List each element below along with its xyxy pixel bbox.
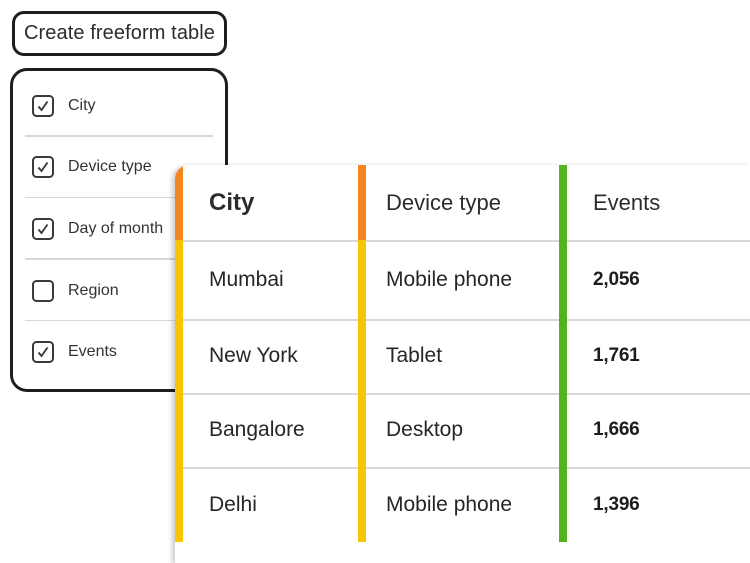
field-picker-item-label: Device type bbox=[68, 158, 152, 176]
row-divider bbox=[175, 319, 750, 321]
column-accent-bar-middle-body bbox=[358, 240, 366, 542]
check-icon bbox=[37, 162, 49, 173]
cell-events: 1,761 bbox=[593, 345, 640, 366]
checkbox-icon[interactable] bbox=[32, 156, 54, 179]
check-icon bbox=[37, 223, 49, 235]
field-picker-item-label: Events bbox=[68, 343, 117, 361]
cell-city: Mumbai bbox=[209, 267, 284, 291]
field-picker-item-label: Region bbox=[68, 281, 119, 299]
column-header-device-type[interactable]: Device type bbox=[386, 189, 501, 215]
field-picker-item-label: Day of month bbox=[68, 219, 164, 237]
create-freeform-table-button[interactable]: Create freeform table bbox=[12, 11, 227, 56]
freeform-table: City Device type Events Mumbai Mobile ph… bbox=[175, 165, 750, 563]
cell-device-type: Mobile phone bbox=[386, 492, 513, 516]
cell-city: Bangalore bbox=[209, 418, 305, 441]
checkbox-icon[interactable] bbox=[32, 94, 54, 117]
checkbox-icon[interactable] bbox=[32, 341, 54, 364]
checkbox-icon[interactable] bbox=[32, 217, 54, 240]
field-picker-item-city[interactable]: City bbox=[13, 75, 225, 137]
column-accent-bar-middle-header bbox=[358, 165, 366, 240]
cell-device-type: Desktop bbox=[386, 418, 464, 441]
field-picker-item-region[interactable]: Region bbox=[13, 260, 225, 322]
cell-city: New York bbox=[209, 344, 298, 367]
cell-events: 1,666 bbox=[593, 419, 640, 440]
row-divider bbox=[175, 240, 750, 242]
checkbox-icon[interactable] bbox=[32, 279, 54, 302]
field-picker-item-label: City bbox=[68, 96, 96, 114]
cell-device-type: Mobile phone bbox=[386, 267, 513, 291]
cell-events: 2,056 bbox=[593, 268, 640, 290]
check-icon bbox=[37, 347, 49, 358]
column-accent-bar-left-body bbox=[175, 240, 183, 542]
column-header-events[interactable]: Events bbox=[593, 189, 661, 215]
cell-city: Delhi bbox=[209, 492, 257, 516]
field-picker-item-day-of-month[interactable]: Day of month bbox=[13, 198, 225, 260]
cell-device-type: Tablet bbox=[386, 344, 443, 367]
column-accent-bar-left-header bbox=[175, 165, 183, 240]
column-accent-bar-events bbox=[559, 165, 567, 542]
row-divider bbox=[175, 393, 750, 395]
field-picker-item-device-type[interactable]: Device type bbox=[13, 137, 225, 199]
column-header-city[interactable]: City bbox=[209, 188, 255, 216]
row-divider bbox=[175, 467, 750, 469]
field-picker-item-events[interactable]: Events bbox=[13, 321, 225, 383]
check-icon bbox=[37, 100, 49, 112]
cell-events: 1,396 bbox=[593, 493, 640, 515]
